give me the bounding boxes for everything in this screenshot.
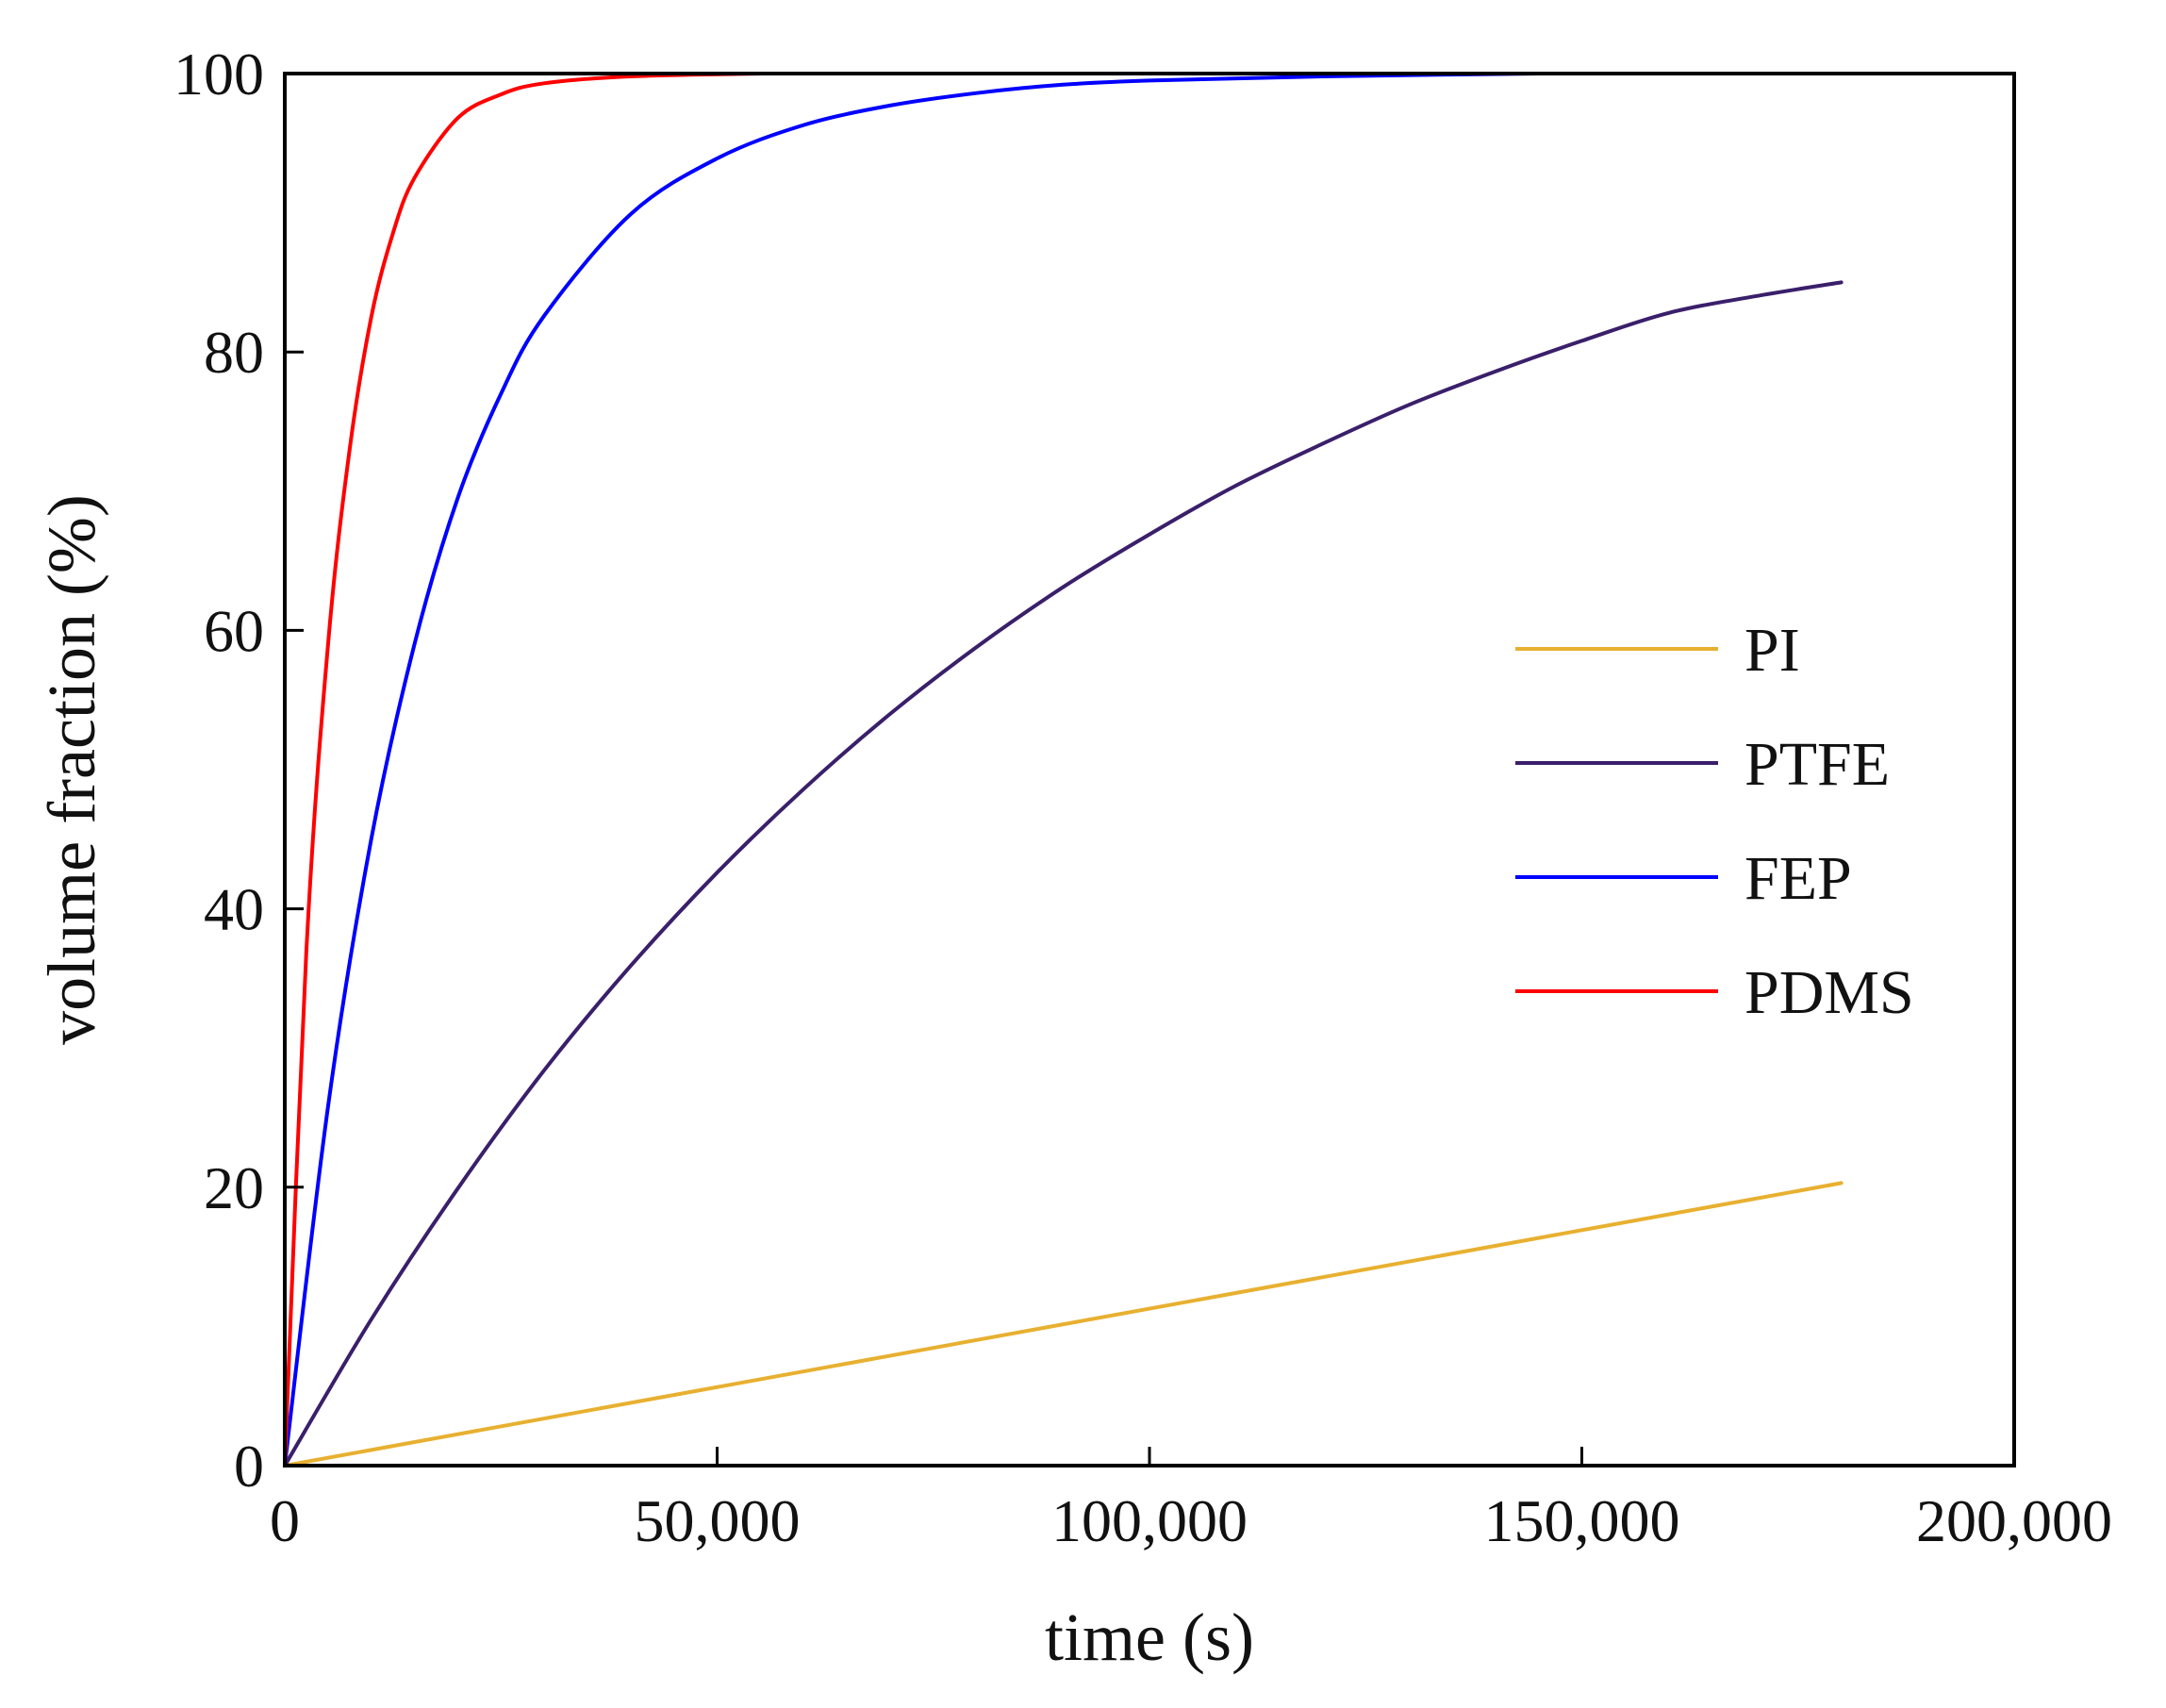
x-tick-label: 200,000: [1916, 1487, 2112, 1554]
y-tick-label: 40: [204, 876, 264, 943]
axis-layer: 0 50,000 100,000 150,000 200,000 0 20 40 60 80 100: [174, 41, 2112, 1554]
y-tick-label: 0: [234, 1433, 264, 1500]
x-tick-label: 50,000: [635, 1487, 801, 1554]
legend-label-pi: PI: [1744, 616, 1800, 685]
plot-frame: [283, 72, 2016, 1468]
y-tick-label: 60: [204, 597, 264, 664]
series-line-pi: [283, 1181, 1844, 1468]
legend-label-ptfe: PTFE: [1744, 730, 1890, 799]
series-layer: [283, 72, 1844, 1468]
series-line-ptfe: [283, 280, 1844, 1468]
x-axis-title: time (s): [1045, 1600, 1254, 1675]
x-tick-label: 0: [270, 1487, 300, 1554]
legend-label-fep: FEP: [1744, 844, 1852, 913]
legend: PI PTFE FEP PDMS: [1515, 616, 1914, 1027]
y-tick-label: 100: [174, 41, 264, 108]
series-line-fep: [283, 72, 1541, 1468]
x-tick-label: 150,000: [1484, 1487, 1680, 1554]
y-tick-label: 80: [204, 319, 264, 386]
y-tick-label: 20: [204, 1154, 264, 1221]
y-axis-title: volume fraction (%): [34, 494, 109, 1045]
x-tick-label: 100,000: [1051, 1487, 1248, 1554]
series-line-pdms: [283, 72, 763, 1468]
legend-label-pdms: PDMS: [1744, 958, 1914, 1027]
